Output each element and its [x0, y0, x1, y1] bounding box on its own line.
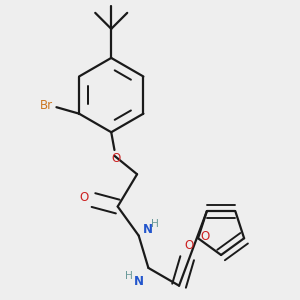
Text: O: O [184, 239, 194, 252]
Text: Br: Br [39, 99, 52, 112]
Text: H: H [151, 219, 159, 229]
Text: O: O [80, 191, 88, 204]
Text: N: N [134, 275, 143, 288]
Text: N: N [142, 223, 153, 236]
Text: O: O [112, 152, 121, 165]
Text: H: H [125, 271, 133, 281]
Text: O: O [201, 230, 210, 243]
